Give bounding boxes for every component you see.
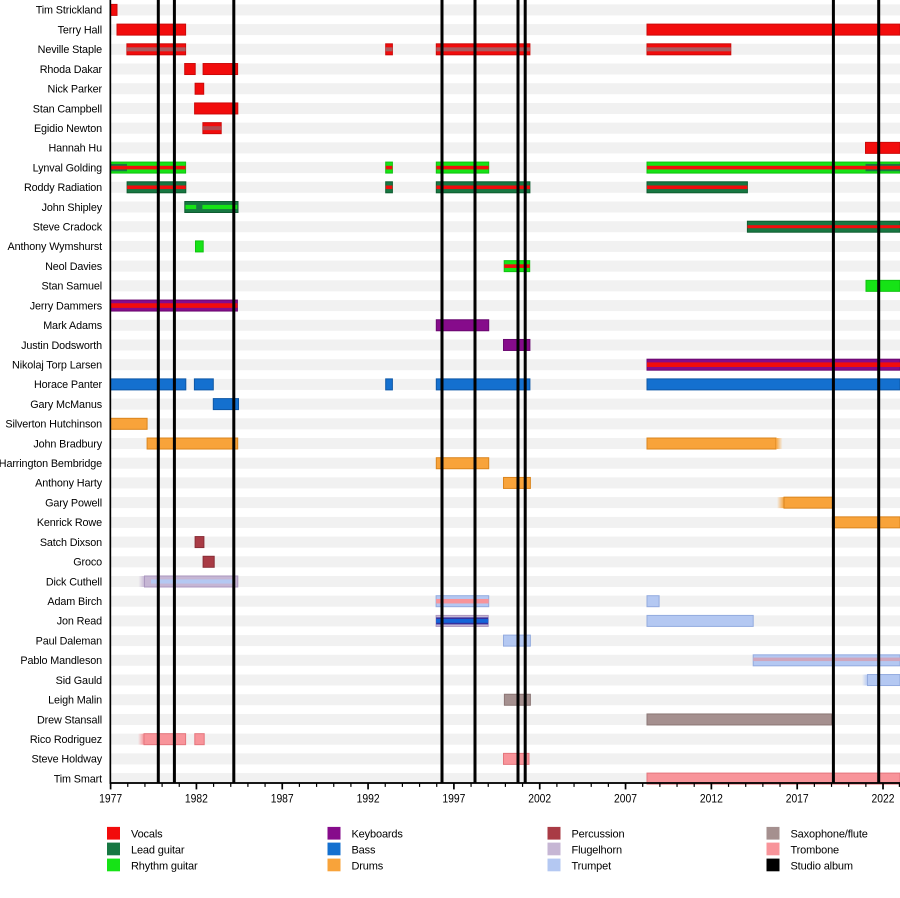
svg-text:Nick Parker: Nick Parker <box>48 84 103 96</box>
svg-text:Trumpet: Trumpet <box>572 860 612 872</box>
svg-text:Steve Holdway: Steve Holdway <box>32 754 103 766</box>
svg-text:1987: 1987 <box>271 791 294 805</box>
svg-text:Steve Cradock: Steve Cradock <box>33 222 103 234</box>
svg-text:Roddy Radiation: Roddy Radiation <box>24 182 102 194</box>
svg-text:Gary McManus: Gary McManus <box>30 399 102 411</box>
svg-text:Terry Hall: Terry Hall <box>58 24 102 36</box>
svg-text:Hannah Hu: Hannah Hu <box>48 143 102 155</box>
svg-text:Harrington Bembridge: Harrington Bembridge <box>0 458 102 470</box>
svg-text:Anthony Harty: Anthony Harty <box>35 478 103 490</box>
svg-text:Kenrick Rowe: Kenrick Rowe <box>37 517 102 529</box>
svg-text:Stan Samuel: Stan Samuel <box>42 281 103 293</box>
svg-text:Silverton Hutchinson: Silverton Hutchinson <box>5 419 102 431</box>
svg-text:Rhoda Dakar: Rhoda Dakar <box>40 64 103 76</box>
svg-text:Horace Panter: Horace Panter <box>34 379 103 391</box>
svg-text:Rhythm guitar: Rhythm guitar <box>131 860 198 872</box>
svg-text:Adam Birch: Adam Birch <box>47 596 102 608</box>
svg-text:Jerry Dammers: Jerry Dammers <box>30 300 103 312</box>
svg-text:Justin Dodsworth: Justin Dodsworth <box>21 340 102 352</box>
svg-text:1992: 1992 <box>357 791 380 805</box>
svg-text:Gary Powell: Gary Powell <box>45 497 102 509</box>
svg-text:John Bradbury: John Bradbury <box>33 438 102 450</box>
svg-text:2022: 2022 <box>872 791 895 805</box>
svg-text:2017: 2017 <box>786 791 809 805</box>
svg-text:Leigh Malin: Leigh Malin <box>48 695 102 707</box>
svg-text:Satch Dixson: Satch Dixson <box>40 537 102 549</box>
svg-text:Sid Gauld: Sid Gauld <box>56 675 102 687</box>
svg-text:Vocals: Vocals <box>131 829 163 841</box>
svg-text:Stan Campbell: Stan Campbell <box>33 103 102 115</box>
svg-text:Jon Read: Jon Read <box>57 616 102 628</box>
svg-text:Groco: Groco <box>73 557 102 569</box>
svg-text:John Shipley: John Shipley <box>42 202 103 214</box>
svg-text:1997: 1997 <box>442 791 465 805</box>
svg-text:Bass: Bass <box>352 844 377 856</box>
svg-text:2007: 2007 <box>614 791 637 805</box>
svg-text:Mark Adams: Mark Adams <box>43 320 103 332</box>
svg-text:2012: 2012 <box>700 791 723 805</box>
svg-text:Tim Smart: Tim Smart <box>54 773 102 785</box>
svg-text:Keyboards: Keyboards <box>352 829 404 841</box>
svg-text:Paul Daleman: Paul Daleman <box>36 635 102 647</box>
svg-text:Trombone: Trombone <box>791 844 840 856</box>
svg-text:2002: 2002 <box>528 791 551 805</box>
svg-text:Flugelhorn: Flugelhorn <box>572 844 623 856</box>
svg-text:Egidio Newton: Egidio Newton <box>34 123 102 135</box>
svg-text:Dick Cuthell: Dick Cuthell <box>46 576 102 588</box>
svg-text:Drums: Drums <box>352 860 384 872</box>
svg-text:Pablo Mandleson: Pablo Mandleson <box>20 655 102 667</box>
svg-text:1982: 1982 <box>185 791 208 805</box>
svg-text:Neville Staple: Neville Staple <box>38 44 102 56</box>
svg-text:Tim Strickland: Tim Strickland <box>36 5 102 17</box>
svg-text:Studio album: Studio album <box>791 860 853 872</box>
svg-text:Percussion: Percussion <box>572 829 625 841</box>
svg-text:Drew Stansall: Drew Stansall <box>37 714 102 726</box>
svg-text:Nikolaj Torp Larsen: Nikolaj Torp Larsen <box>12 360 102 372</box>
svg-text:Lead guitar: Lead guitar <box>131 844 185 856</box>
svg-text:Neol Davies: Neol Davies <box>45 261 103 273</box>
svg-text:Saxophone/flute: Saxophone/flute <box>791 829 868 841</box>
svg-text:Anthony Wymshurst: Anthony Wymshurst <box>8 241 103 253</box>
svg-text:Lynval Golding: Lynval Golding <box>33 162 102 174</box>
svg-text:1977: 1977 <box>99 791 122 805</box>
svg-text:Rico Rodriguez: Rico Rodriguez <box>30 734 102 746</box>
